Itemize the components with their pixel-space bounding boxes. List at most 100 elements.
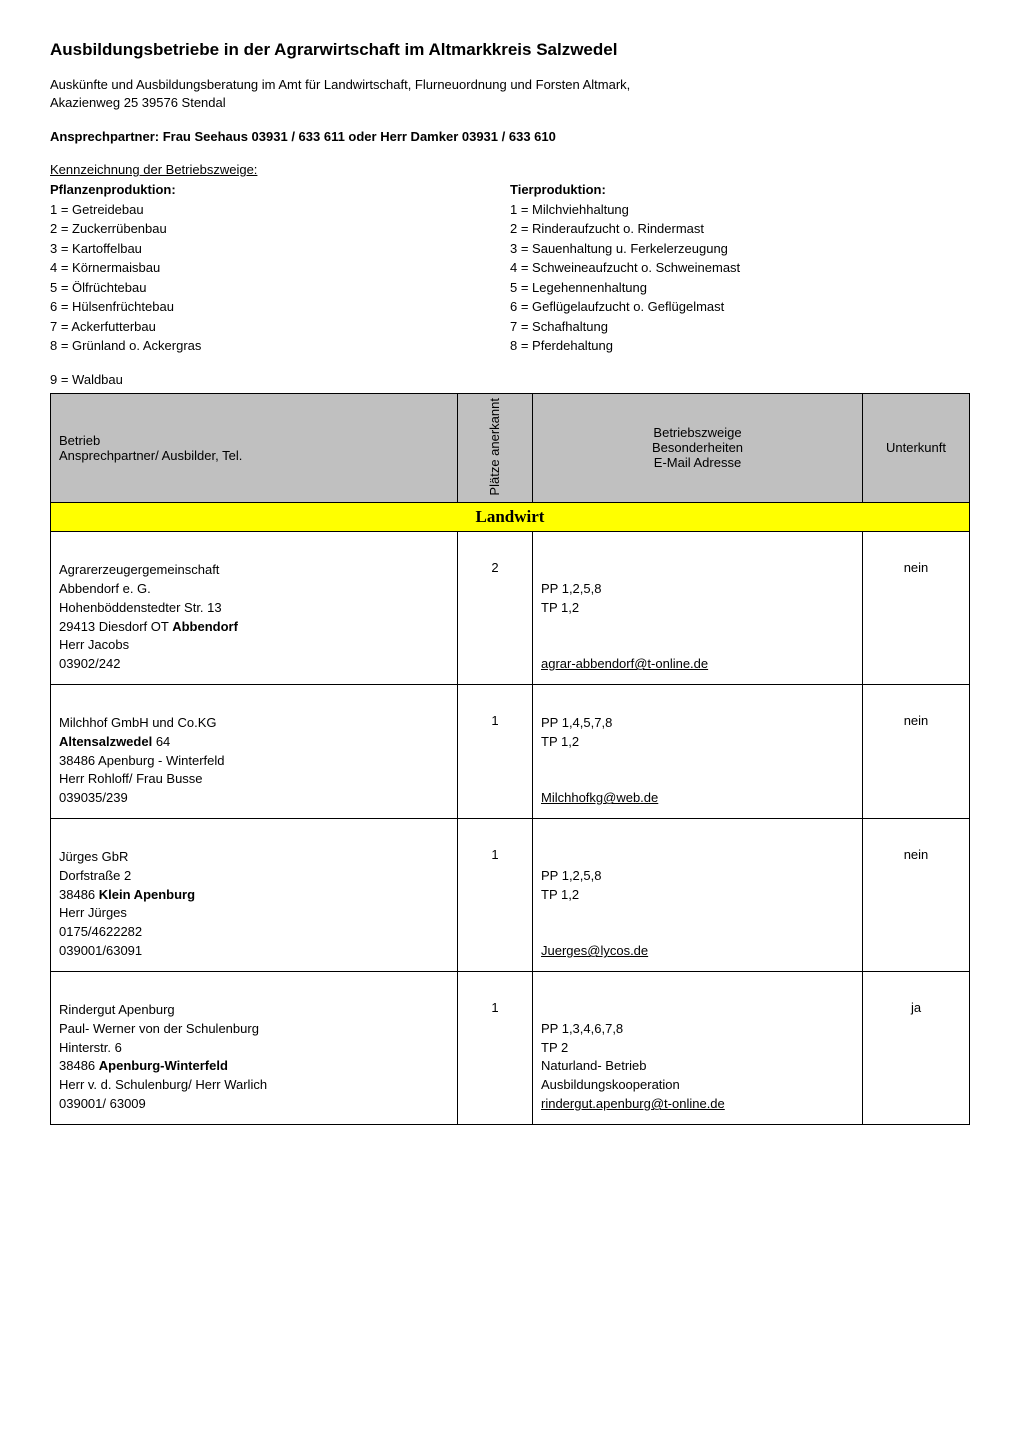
zweige-line: PP 1,2,5,8 (541, 867, 854, 886)
header-plaetze-text: Plätze anerkannt (488, 398, 502, 496)
zweige-cell: PP 1,3,4,6,7,8TP 2Naturland- BetriebAusb… (533, 972, 863, 1125)
tier-title: Tierproduktion: (510, 181, 970, 199)
table-row: Milchhof GmbH und Co.KGAltensalzwedel 64… (51, 685, 970, 819)
zweige-line (541, 904, 854, 923)
contact-line: Ansprechpartner: Frau Seehaus 03931 / 63… (50, 129, 970, 144)
zweige-line: TP 1,2 (541, 886, 854, 905)
waldbau-line: 9 = Waldbau (50, 371, 970, 389)
header-betrieb-line1: Betrieb (59, 433, 100, 448)
betrieb-line (59, 829, 449, 848)
header-betrieb: Betrieb Ansprechpartner/ Ausbilder, Tel. (51, 393, 458, 503)
email-line: agrar-abbendorf@t-online.de (541, 655, 854, 674)
zweige-line (541, 982, 854, 1001)
tier-item: 3 = Sauenhaltung u. Ferkelerzeugung (510, 240, 970, 258)
betrieb-line: 38486 Apenburg - Winterfeld (59, 752, 449, 771)
zweige-line (541, 923, 854, 942)
unterkunft-cell: ja (863, 972, 970, 1125)
tier-item: 5 = Legehennenhaltung (510, 279, 970, 297)
betrieb-line: 039001/ 63009 (59, 1095, 449, 1114)
pflanzen-item: 6 = Hülsenfrüchtebau (50, 298, 510, 316)
pflanzen-item: 2 = Zuckerrübenbau (50, 220, 510, 238)
betrieb-line (59, 982, 449, 1001)
betrieb-line: 03902/242 (59, 655, 449, 674)
email-link[interactable]: Juerges@lycos.de (541, 943, 648, 958)
section-label: Landwirt (51, 503, 970, 532)
betrieb-line: Milchhof GmbH und Co.KG (59, 714, 449, 733)
email-line: Juerges@lycos.de (541, 942, 854, 961)
betrieb-line: Herr v. d. Schulenburg/ Herr Warlich (59, 1076, 449, 1095)
tier-item: 1 = Milchviehhaltung (510, 201, 970, 219)
kennzeichnung-heading: Kennzeichnung der Betriebszweige: (50, 162, 970, 177)
betrieb-line: Altensalzwedel 64 (59, 733, 449, 752)
zweige-line (541, 1001, 854, 1020)
location-bold: Abbendorf (172, 619, 238, 634)
zweige-line (541, 829, 854, 848)
betrieb-line: 0175/4622282 (59, 923, 449, 942)
betrieb-line (59, 695, 449, 714)
intro-line2: Akazienweg 25 39576 Stendal (50, 95, 226, 110)
email-link[interactable]: agrar-abbendorf@t-online.de (541, 656, 708, 671)
betrieb-line: Rindergut Apenburg (59, 1001, 449, 1020)
betrieb-line: Hinterstr. 6 (59, 1039, 449, 1058)
header-zweige: Betriebszweige Besonderheiten E-Mail Adr… (533, 393, 863, 503)
pflanzen-item: 5 = Ölfrüchtebau (50, 279, 510, 297)
plaetze-cell: 1 (458, 819, 533, 972)
page-title: Ausbildungsbetriebe in der Agrarwirtscha… (50, 40, 970, 60)
intro-line1: Auskünfte und Ausbildungsberatung im Amt… (50, 77, 630, 92)
zweige-line (541, 695, 854, 714)
tier-item: 7 = Schafhaltung (510, 318, 970, 336)
section-row: Landwirt (51, 503, 970, 532)
betrieb-line: Jürges GbR (59, 848, 449, 867)
betrieb-line: Dorfstraße 2 (59, 867, 449, 886)
pflanzen-item: 1 = Getreidebau (50, 201, 510, 219)
table-row: AgrarerzeugergemeinschaftAbbendorf e. G.… (51, 532, 970, 685)
email-link[interactable]: rindergut.apenburg@t-online.de (541, 1096, 725, 1111)
plaetze-cell: 1 (458, 972, 533, 1125)
email-link[interactable]: Milchhofkg@web.de (541, 790, 658, 805)
email-line: Milchhofkg@web.de (541, 789, 854, 808)
betrieb-line: 29413 Diesdorf OT Abbendorf (59, 618, 449, 637)
betrieb-line: Abbendorf e. G. (59, 580, 449, 599)
zweige-line (541, 770, 854, 789)
tier-item: 4 = Schweineaufzucht o. Schweinemast (510, 259, 970, 277)
intro-text: Auskünfte und Ausbildungsberatung im Amt… (50, 76, 970, 111)
header-zweige-line3: E-Mail Adresse (654, 455, 741, 470)
pflanzen-title: Pflanzenproduktion: (50, 181, 510, 199)
betriebe-table: Betrieb Ansprechpartner/ Ausbilder, Tel.… (50, 393, 970, 1125)
betrieb-line: Hohenböddenstedter Str. 13 (59, 599, 449, 618)
zweige-line: TP 2 (541, 1039, 854, 1058)
pflanzen-item: 4 = Körnermaisbau (50, 259, 510, 277)
zweige-line: PP 1,2,5,8 (541, 580, 854, 599)
betrieb-cell: Jürges GbRDorfstraße 238486 Klein Apenbu… (51, 819, 458, 972)
zweige-line (541, 636, 854, 655)
header-plaetze: Plätze anerkannt (458, 393, 533, 503)
plaetze-cell: 1 (458, 685, 533, 819)
zweige-line: TP 1,2 (541, 733, 854, 752)
pflanzen-item: 7 = Ackerfutterbau (50, 318, 510, 336)
betrieb-line: 039035/239 (59, 789, 449, 808)
table-row: Rindergut ApenburgPaul- Werner von der S… (51, 972, 970, 1125)
betrieb-line (59, 542, 449, 561)
extra-classification: 9 = Waldbau (50, 371, 970, 389)
unterkunft-cell: nein (863, 819, 970, 972)
zweige-cell: PP 1,4,5,7,8TP 1,2 Milchhofkg@web.de (533, 685, 863, 819)
tier-item: 8 = Pferdehaltung (510, 337, 970, 355)
zweige-line: PP 1,3,4,6,7,8 (541, 1020, 854, 1039)
betrieb-line: Agrarerzeugergemeinschaft (59, 561, 449, 580)
table-row: Jürges GbRDorfstraße 238486 Klein Apenbu… (51, 819, 970, 972)
betrieb-line: Herr Jacobs (59, 636, 449, 655)
zweige-line (541, 752, 854, 771)
plaetze-cell: 2 (458, 532, 533, 685)
betrieb-cell: Rindergut ApenburgPaul- Werner von der S… (51, 972, 458, 1125)
zweige-line: TP 1,2 (541, 599, 854, 618)
betrieb-line: 38486 Klein Apenburg (59, 886, 449, 905)
pflanzen-item: 3 = Kartoffelbau (50, 240, 510, 258)
header-unterkunft: Unterkunft (863, 393, 970, 503)
zweige-line: PP 1,4,5,7,8 (541, 714, 854, 733)
betrieb-line: Herr Jürges (59, 904, 449, 923)
table-body: Landwirt AgrarerzeugergemeinschaftAbbend… (51, 503, 970, 1125)
header-zweige-line2: Besonderheiten (652, 440, 743, 455)
email-line: rindergut.apenburg@t-online.de (541, 1095, 854, 1114)
header-zweige-line1: Betriebszweige (653, 425, 741, 440)
unterkunft-cell: nein (863, 685, 970, 819)
